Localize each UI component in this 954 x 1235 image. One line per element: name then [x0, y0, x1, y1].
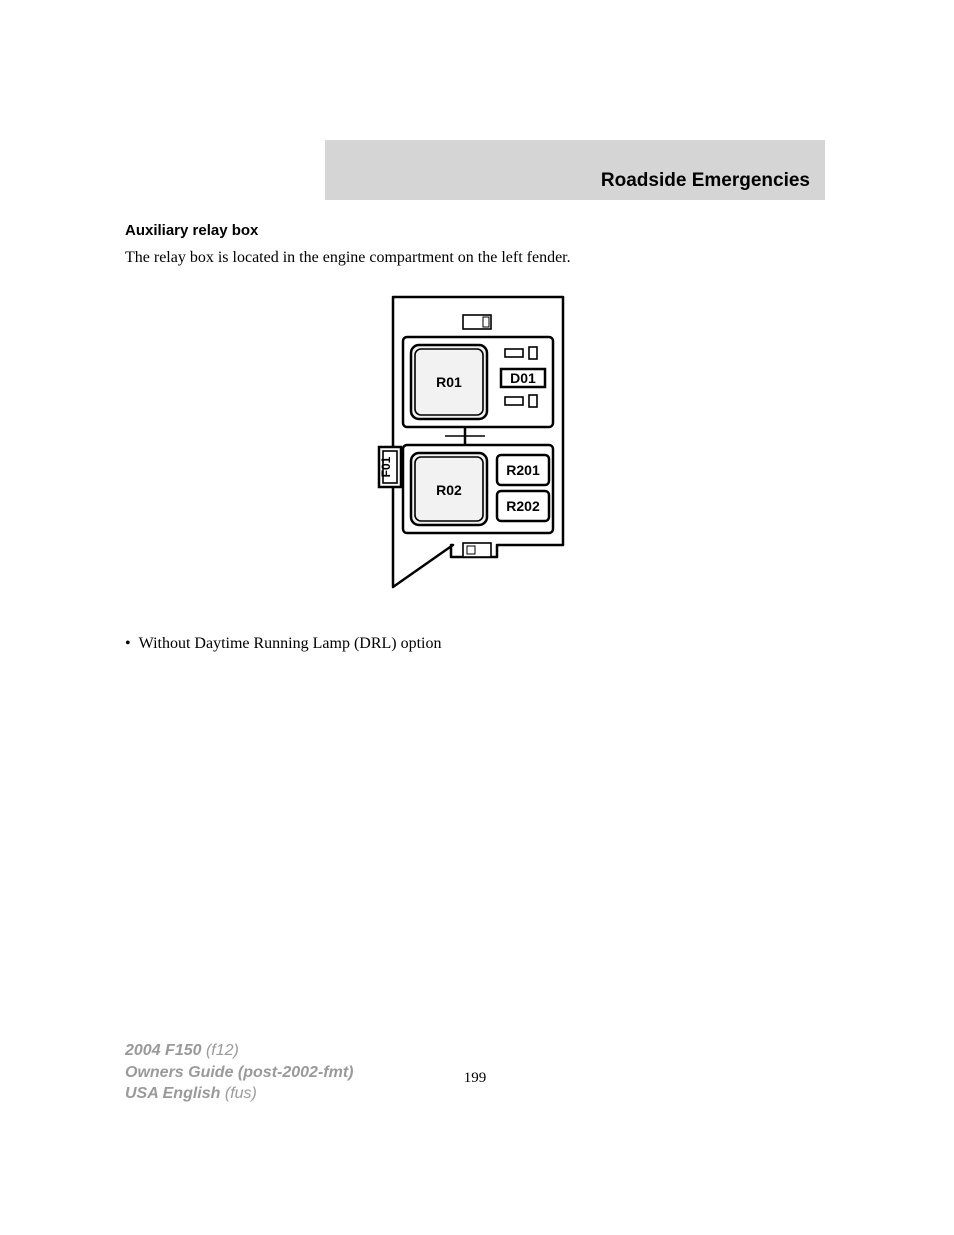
svg-text:R202: R202 [506, 498, 540, 514]
chapter-header-bar: Roadside Emergencies [325, 140, 825, 200]
bullet-item: • Without Daytime Running Lamp (DRL) opt… [125, 635, 825, 653]
footer-guide: Owners Guide (post-2002-fmt) [125, 1064, 353, 1081]
footer-model-code: (f12) [206, 1042, 239, 1059]
chapter-title: Roadside Emergencies [601, 170, 810, 192]
footer-lang: USA English [125, 1085, 220, 1102]
svg-text:F01: F01 [379, 457, 393, 478]
footer-model: 2004 F150 [125, 1042, 202, 1059]
relay-box-diagram: R01 D01 F01 R02 R201 R202 [125, 287, 825, 607]
svg-text:R02: R02 [436, 482, 462, 498]
section-body: The relay box is located in the engine c… [125, 247, 825, 269]
svg-text:D01: D01 [510, 370, 536, 386]
document-footer: 2004 F150 (f12) Owners Guide (post-2002-… [125, 1040, 353, 1105]
section-heading: Auxiliary relay box [125, 222, 825, 239]
svg-text:R01: R01 [436, 374, 462, 390]
bullet-marker: • [125, 636, 131, 652]
footer-lang-code: (fus) [225, 1085, 257, 1102]
svg-text:R201: R201 [506, 462, 540, 478]
bullet-text: Without Daytime Running Lamp (DRL) optio… [139, 635, 442, 653]
